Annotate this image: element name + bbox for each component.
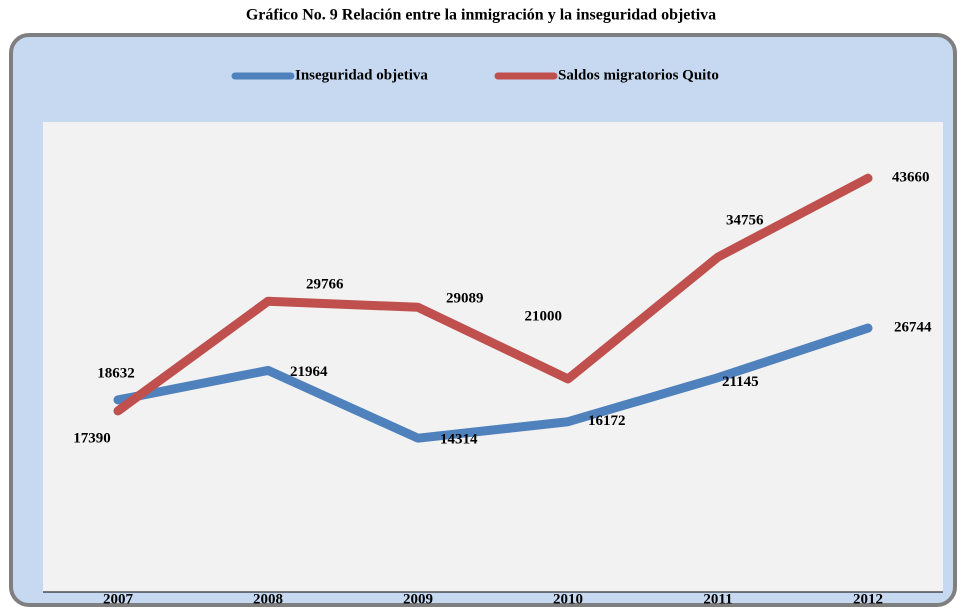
data-label: 17390 bbox=[73, 430, 111, 446]
x-tick-label: 2011 bbox=[703, 591, 732, 607]
data-label: 26744 bbox=[894, 319, 932, 335]
data-label: 21145 bbox=[722, 374, 759, 390]
data-label: 16172 bbox=[588, 413, 626, 429]
data-label: 14314 bbox=[440, 432, 478, 448]
x-tick-label: 2012 bbox=[853, 591, 883, 607]
data-label: 21964 bbox=[290, 364, 328, 380]
data-label: 18632 bbox=[97, 365, 135, 381]
x-tick-label: 2009 bbox=[403, 591, 433, 607]
x-tick-label: 2010 bbox=[553, 591, 583, 607]
legend-label: Saldos migratorios Quito bbox=[558, 67, 719, 83]
x-tick-label: 2008 bbox=[253, 591, 283, 607]
data-label: 29766 bbox=[306, 277, 344, 293]
data-label: 34756 bbox=[726, 212, 764, 228]
legend-label: Inseguridad objetiva bbox=[295, 67, 428, 83]
plot-area bbox=[43, 122, 943, 592]
data-label: 43660 bbox=[892, 170, 930, 186]
series-line bbox=[113, 323, 873, 443]
chart-title: Gráfico No. 9 Relación entre la inmigrac… bbox=[246, 7, 716, 24]
series-line bbox=[113, 173, 873, 416]
x-tick-label: 2007 bbox=[103, 591, 134, 607]
data-label: 29089 bbox=[446, 291, 484, 307]
data-label: 21000 bbox=[525, 308, 563, 324]
